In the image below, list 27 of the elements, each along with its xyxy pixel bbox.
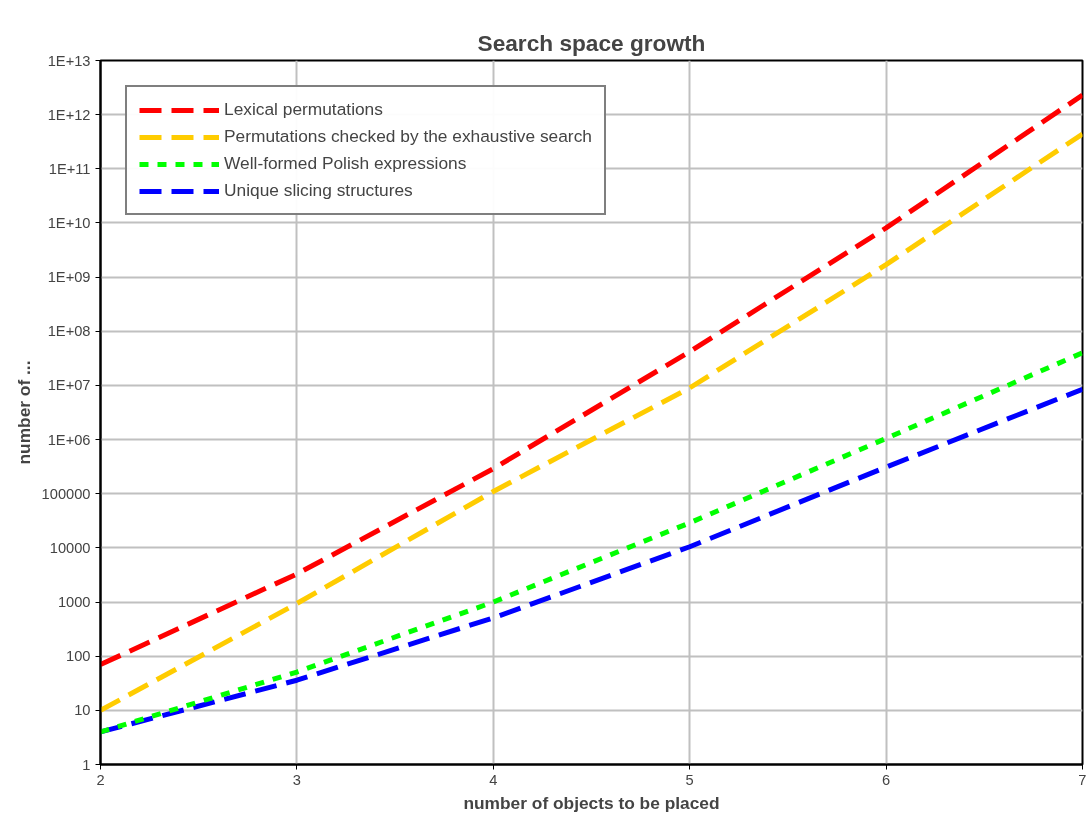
x-tick-label: 5: [685, 771, 694, 788]
y-tick-label: 10: [74, 702, 91, 719]
chart-title: Search space growth: [477, 29, 706, 56]
y-axis-title: number of ...: [13, 360, 34, 465]
y-tick-label: 1E+06: [47, 431, 91, 448]
x-tick-label: 4: [489, 771, 498, 788]
legend-label: Unique slicing structures: [224, 180, 413, 201]
y-tick-label: 1E+09: [47, 269, 91, 286]
y-tick-label: 1E+07: [47, 377, 91, 394]
x-tick-label: 6: [882, 771, 891, 788]
legend-label: Well-formed Polish expressions: [224, 153, 467, 174]
x-tick-label: 3: [292, 771, 301, 788]
x-axis-title: number of objects to be placed: [463, 792, 720, 813]
y-tick-label: 100: [66, 648, 91, 665]
legend-label: Permutations checked by the exhaustive search: [224, 126, 592, 147]
y-tick-label: 1E+11: [48, 160, 91, 177]
x-tick-label: 7: [1078, 771, 1086, 788]
y-tick-label: 10000: [49, 539, 91, 556]
y-tick-label: 1E+12: [47, 106, 91, 123]
y-tick-label: 100000: [41, 485, 91, 502]
y-tick-label: 1000: [57, 594, 91, 611]
y-tick-label: 1E+08: [47, 323, 91, 340]
y-tick-label: 1: [82, 756, 91, 773]
legend-label: Lexical permutations: [224, 99, 383, 120]
y-tick-label: 1E+13: [47, 52, 91, 69]
y-tick-label: 1E+10: [47, 214, 91, 231]
x-tick-label: 2: [96, 771, 105, 788]
